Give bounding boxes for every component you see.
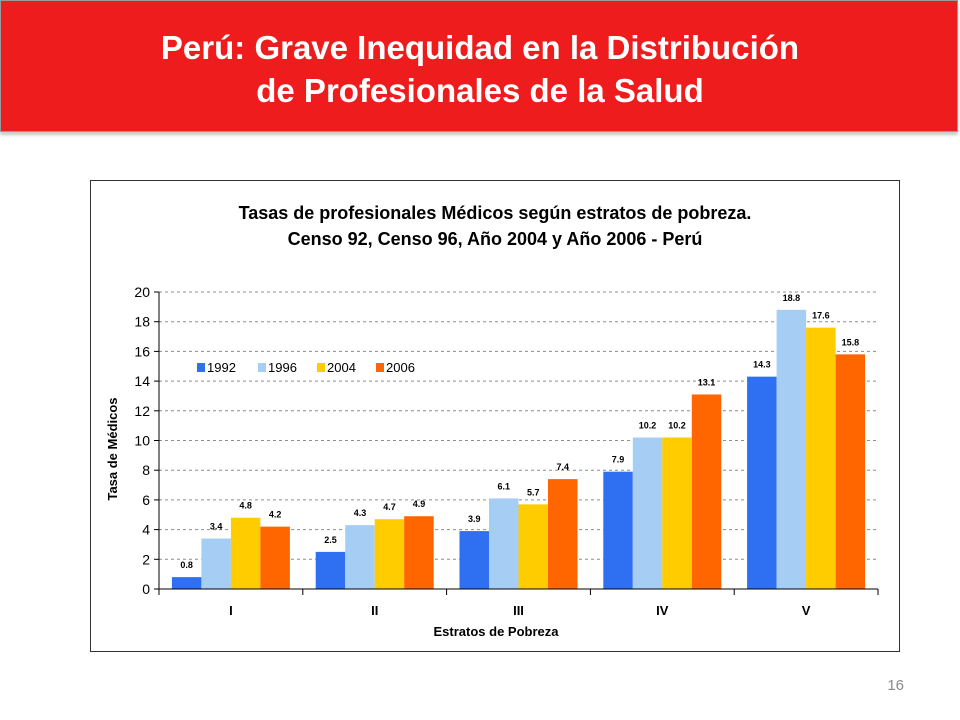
- legend-label: 1992: [207, 360, 236, 375]
- y-tick-label: 18: [134, 314, 150, 330]
- data-label: 14.3: [753, 360, 771, 370]
- bar-1992-III: [459, 531, 489, 589]
- bar-2004-I: [230, 517, 261, 589]
- data-label: 4.9: [413, 499, 426, 509]
- bar-2006-IV: [691, 394, 722, 589]
- page-number: 16: [887, 677, 904, 694]
- bar-1992-I: [171, 577, 202, 589]
- data-label: 4.2: [269, 510, 282, 520]
- bar-1996-IV: [632, 437, 663, 589]
- bar-1992-V: [747, 376, 777, 589]
- slide-title: Perú: Grave Inequidad en la Distribución…: [0, 26, 960, 112]
- x-tick-label: II: [371, 603, 378, 618]
- title-banner: [0, 0, 958, 132]
- legend-label: 2004: [327, 360, 356, 375]
- chart-title-line1: Tasas de profesionales Médicos según est…: [239, 203, 752, 223]
- data-label: 4.8: [239, 501, 252, 511]
- legend-swatch-2004: [317, 363, 325, 372]
- bar-1996-V: [776, 309, 807, 589]
- data-label: 3.9: [468, 514, 481, 524]
- chart-title-line2: Censo 92, Censo 96, Año 2004 y Año 2006 …: [288, 229, 703, 249]
- data-label: 2.5: [324, 535, 337, 545]
- chart-frame: Tasas de profesionales Médicos según est…: [90, 180, 900, 652]
- slide-title-line2: de Profesionales de la Salud: [256, 72, 704, 109]
- data-label: 5.7: [527, 487, 540, 497]
- y-tick-label: 4: [142, 522, 150, 538]
- legend-label: 1996: [268, 360, 297, 375]
- data-label: 13.1: [698, 377, 716, 387]
- x-tick-label: III: [513, 603, 524, 618]
- data-label: 15.8: [842, 337, 860, 347]
- bar-2006-II: [404, 516, 434, 589]
- y-axis-title: Tasa de Médicos: [105, 397, 120, 500]
- y-tick-label: 14: [134, 373, 150, 389]
- x-axis-title: Estratos de Pobreza: [434, 624, 560, 639]
- data-label: 4.7: [383, 502, 396, 512]
- data-label: 3.4: [210, 522, 223, 532]
- bar-2004-IV: [662, 437, 692, 589]
- data-label: 4.3: [354, 508, 367, 518]
- y-tick-label: 10: [134, 433, 150, 449]
- bar-1992-II: [315, 551, 346, 589]
- bar-2004-V: [806, 327, 836, 589]
- data-label: 10.2: [639, 421, 657, 431]
- data-label: 7.9: [612, 455, 625, 465]
- legend-swatch-1996: [258, 363, 266, 372]
- bar-2006-I: [260, 526, 290, 589]
- data-label: 7.4: [556, 462, 569, 472]
- bar-1996-III: [489, 498, 519, 589]
- legend-swatch-2006: [376, 363, 384, 372]
- slide-title-line1: Perú: Grave Inequidad en la Distribución: [160, 29, 800, 66]
- bar-1992-IV: [603, 471, 633, 589]
- x-tick-label: IV: [656, 603, 669, 618]
- bar-2004-II: [374, 519, 405, 589]
- y-tick-label: 2: [142, 551, 150, 567]
- y-tick-label: 8: [142, 462, 150, 478]
- data-label: 6.1: [497, 481, 510, 491]
- legend-swatch-1992: [197, 363, 205, 372]
- bar-1996-II: [345, 525, 375, 589]
- bar-2006-V: [835, 354, 866, 589]
- bar-1996-I: [201, 538, 231, 589]
- y-tick-label: 16: [134, 343, 150, 359]
- data-label: 10.2: [668, 421, 686, 431]
- data-label: 0.8: [180, 560, 193, 570]
- y-tick-label: 12: [134, 403, 150, 419]
- bar-chart: Tasas de profesionales Médicos según est…: [105, 203, 879, 639]
- y-tick-label: 0: [142, 581, 150, 597]
- data-label: 18.8: [783, 293, 801, 303]
- bar-2006-III: [548, 479, 578, 589]
- legend-label: 2006: [386, 360, 415, 375]
- x-tick-label: V: [802, 603, 811, 618]
- y-tick-label: 6: [142, 492, 150, 508]
- data-label: 17.6: [812, 311, 830, 321]
- bar-2004-III: [518, 504, 548, 589]
- x-tick-label: I: [229, 603, 233, 618]
- y-tick-label: 20: [134, 284, 150, 300]
